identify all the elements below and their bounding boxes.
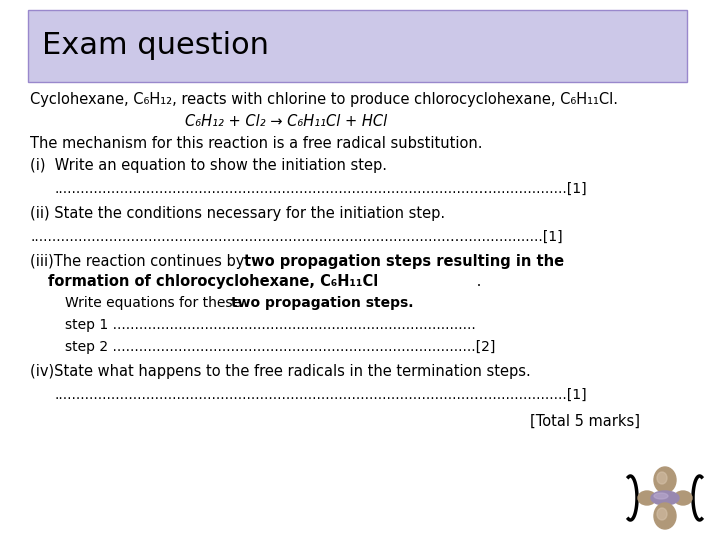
Text: .: . [472, 274, 482, 289]
Text: two propagation steps resulting in the: two propagation steps resulting in the [244, 254, 564, 269]
Text: Cyclohexane, C₆H₁₂, reacts with chlorine to produce chlorocyclohexane, C₆H₁₁Cl.: Cyclohexane, C₆H₁₂, reacts with chlorine… [30, 92, 618, 107]
Text: Exam question: Exam question [42, 31, 269, 60]
Text: C₆H₁₂ + Cl₂ → C₆H₁₁Cl + HCl: C₆H₁₂ + Cl₂ → C₆H₁₁Cl + HCl [185, 114, 387, 129]
Text: formation of chlorocyclohexane, C₆H₁₁Cl: formation of chlorocyclohexane, C₆H₁₁Cl [48, 274, 378, 289]
Text: (i)  Write an equation to show the initiation step.: (i) Write an equation to show the initia… [30, 158, 387, 173]
Ellipse shape [674, 491, 692, 505]
Text: (iii)The reaction continues by: (iii)The reaction continues by [30, 254, 249, 269]
Text: step 1 .........................................................................: step 1 .................................… [65, 318, 476, 332]
Text: (iv)State what happens to the free radicals in the termination steps.: (iv)State what happens to the free radic… [30, 364, 531, 379]
Text: (ii) State the conditions necessary for the initiation step.: (ii) State the conditions necessary for … [30, 206, 445, 221]
Text: ................................................................................: ........................................… [55, 388, 588, 402]
Text: ................................................................................: ........................................… [30, 230, 562, 244]
Ellipse shape [654, 493, 668, 499]
Ellipse shape [657, 508, 667, 520]
Ellipse shape [657, 472, 667, 484]
Text: step 2 .........................................................................: step 2 .................................… [65, 340, 495, 354]
Text: two propagation steps.: two propagation steps. [231, 296, 413, 310]
Ellipse shape [638, 491, 656, 505]
Ellipse shape [651, 491, 679, 505]
Ellipse shape [654, 467, 676, 493]
Text: [Total 5 marks]: [Total 5 marks] [530, 414, 640, 429]
Text: Write equations for these: Write equations for these [65, 296, 246, 310]
Ellipse shape [654, 503, 676, 529]
Text: ................................................................................: ........................................… [55, 182, 588, 196]
FancyBboxPatch shape [28, 10, 687, 82]
Text: The mechanism for this reaction is a free radical substitution.: The mechanism for this reaction is a fre… [30, 136, 482, 151]
